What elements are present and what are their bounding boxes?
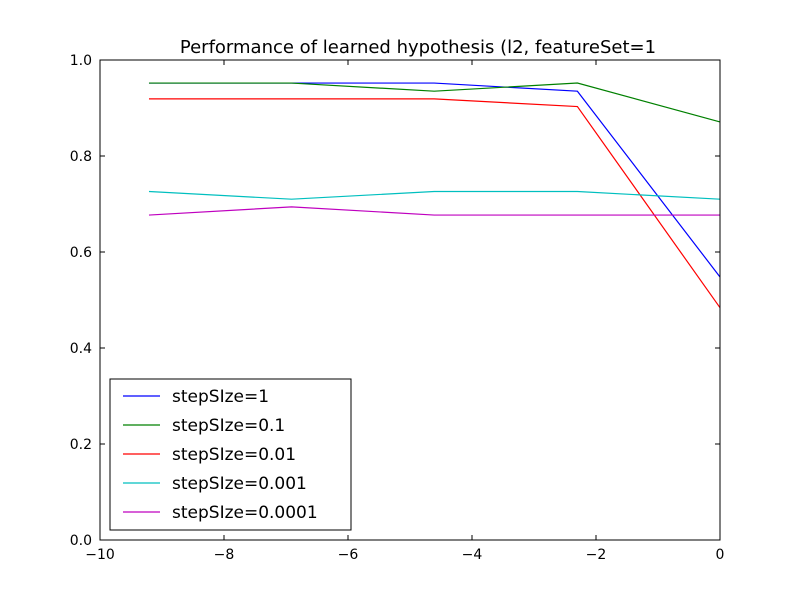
y-tick-label: 0.4 [70, 341, 92, 357]
x-tick-label: −6 [338, 547, 359, 563]
series-line [148, 82, 721, 278]
y-tick-label: 0.8 [70, 149, 92, 165]
legend-label: stepSIze=0.1 [172, 416, 285, 436]
chart-title: Performance of learned hypothesis (l2, f… [180, 37, 656, 58]
y-axis: 0.0 0.2 0.4 0.6 0.8 1.0 [70, 53, 720, 549]
series-line [148, 82, 721, 123]
x-tick-label: 0 [716, 547, 725, 563]
series-layer [148, 82, 721, 309]
legend-label: stepSIze=0.01 [172, 445, 296, 465]
x-tick-label: −4 [462, 547, 483, 563]
x-tick-label: −10 [85, 547, 115, 563]
y-tick-label: 0.2 [70, 437, 92, 453]
y-tick-label: 0.0 [70, 533, 92, 549]
legend: stepSIze=1 stepSIze=0.1 stepSIze=0.01 stepS… [109, 378, 352, 531]
series-line [148, 190, 721, 200]
x-tick-label: −8 [214, 547, 235, 563]
x-axis: −10 −8 −6 −4 −2 0 [85, 60, 724, 563]
legend-label: stepSIze=0.0001 [172, 503, 318, 523]
legend-label: stepSIze=0.001 [172, 474, 307, 494]
series-line [148, 98, 721, 309]
x-tick-label: −2 [586, 547, 607, 563]
y-tick-label: 1.0 [70, 53, 92, 69]
y-tick-label: 0.6 [70, 245, 92, 261]
legend-label: stepSIze=1 [172, 387, 269, 407]
plot-frame [99, 59, 721, 541]
series-line [148, 206, 720, 216]
